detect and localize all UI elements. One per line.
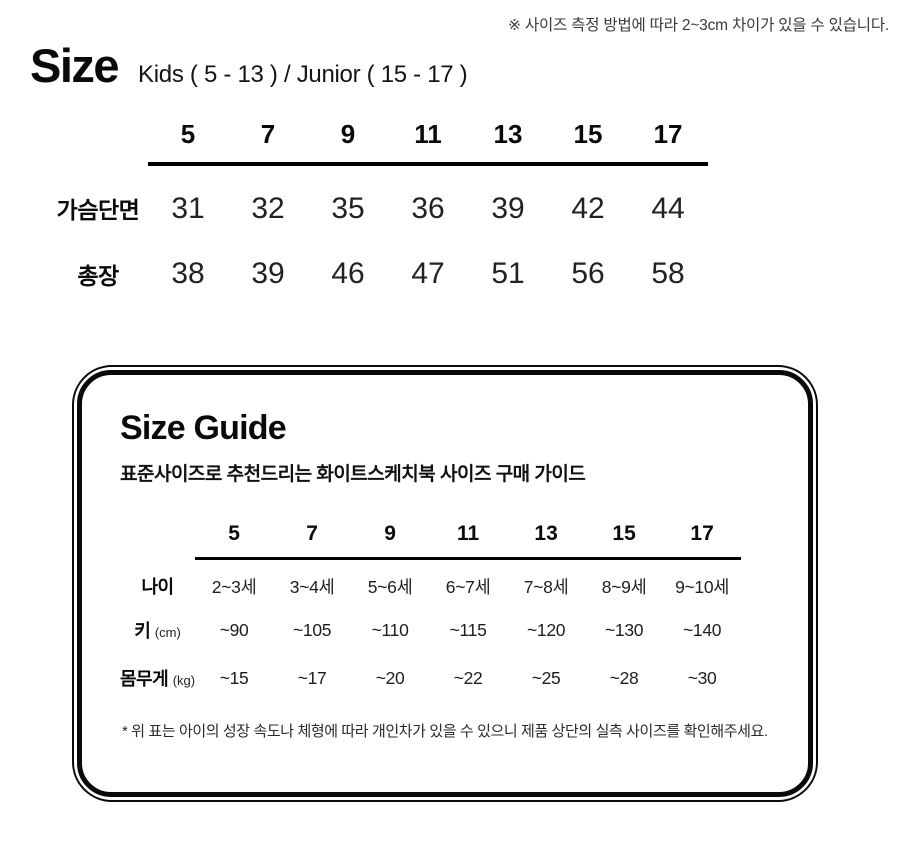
size-table-header-row: 5 7 9 11 13 15 17: [48, 100, 708, 166]
guide-corner-cell: [120, 508, 195, 558]
cell-value: 39: [251, 257, 285, 290]
cell-value: ~15: [219, 667, 249, 688]
measurement-disclaimer: ※ 사이즈 측정 방법에 따라 2~3cm 차이가 있을 수 있습니다.: [507, 17, 889, 34]
size-col-header: 13: [468, 100, 548, 166]
size-table-corner-cell: [48, 100, 148, 164]
size-table: 5 7 9 11 13 15 17 가슴단면 31 32 35 36 39 42…: [48, 100, 708, 306]
row-label-length: 총장: [77, 263, 119, 289]
cell-value: 39: [491, 192, 525, 225]
row-label-text: 나이: [141, 577, 174, 597]
guide-col-header: 17: [663, 508, 742, 560]
cell-value: 42: [571, 192, 605, 225]
cell-value: 5~6세: [367, 577, 413, 598]
cell-value: 44: [651, 192, 685, 225]
guide-row-weight: 몸무게 (kg) ~15 ~17 ~20 ~22 ~25 ~28 ~30: [120, 654, 741, 702]
cell-value: ~120: [526, 619, 566, 640]
row-label-weight: 몸무게 (kg): [120, 654, 195, 702]
cell-value: 36: [411, 192, 445, 225]
cell-value: 56: [571, 257, 605, 290]
cell-value: 47: [411, 257, 445, 290]
cell-value: 58: [651, 257, 685, 290]
cell-value: ~110: [371, 619, 409, 640]
cell-value: ~140: [682, 619, 722, 640]
size-guide-title: Size Guide: [120, 409, 287, 447]
cell-value: 35: [331, 192, 365, 225]
cell-value: ~30: [687, 667, 717, 688]
row-label-unit: (cm): [154, 625, 181, 640]
table-row-chest: 가슴단면 31 32 35 36 39 42 44: [48, 164, 708, 242]
guide-col-header: 5: [195, 508, 274, 560]
page-title: Size: [30, 39, 120, 92]
cell-value: ~25: [531, 667, 561, 688]
cell-value: ~105: [292, 619, 332, 640]
size-guide-box-inner: Size Guide 표준사이즈로 추천드리는 화이트스케치북 사이즈 구매 가…: [77, 370, 813, 797]
size-guide-subtitle: 표준사이즈로 추천드리는 화이트스케치북 사이즈 구매 가이드: [120, 464, 586, 485]
cell-value: 8~9세: [601, 577, 647, 598]
size-col-header: 5: [148, 100, 228, 166]
cell-value: 9~10세: [675, 577, 730, 598]
size-col-header: 9: [308, 100, 388, 166]
guide-col-header: 13: [507, 508, 586, 560]
size-guide-table: 5 7 9 11 13 15 17 나이 2~3세 3~4세 5~6세 6~7세…: [120, 508, 742, 702]
row-label-age: 나이: [120, 558, 195, 606]
row-label-unit: (kg): [172, 673, 196, 688]
cell-value: ~130: [604, 619, 644, 640]
cell-value: 32: [251, 192, 285, 225]
guide-col-header: 11: [429, 508, 508, 560]
size-col-header: 17: [628, 100, 708, 166]
size-header: Size Kids ( 5 - 13 ) / Junior ( 15 - 17 …: [30, 38, 468, 93]
cell-value: 46: [331, 257, 365, 290]
cell-value: 31: [171, 192, 205, 225]
cell-value: ~17: [297, 667, 327, 688]
guide-row-age: 나이 2~3세 3~4세 5~6세 6~7세 7~8세 8~9세 9~10세: [120, 558, 741, 606]
size-guide-footnote: * 위 표는 아이의 성장 속도나 체형에 따라 개인차가 있을 수 있으니 제…: [122, 723, 768, 740]
cell-value: ~28: [609, 667, 639, 688]
cell-value: 51: [491, 257, 525, 290]
size-col-header: 11: [388, 100, 468, 166]
size-range-subtitle: Kids ( 5 - 13 ) / Junior ( 15 - 17 ): [138, 61, 468, 88]
guide-col-header: 7: [273, 508, 352, 560]
size-col-header: 7: [228, 100, 308, 166]
guide-row-height: 키 (cm) ~90 ~105 ~110 ~115 ~120 ~130 ~140: [120, 606, 741, 654]
cell-value: 38: [171, 257, 205, 290]
row-label-text: 몸무게: [120, 669, 169, 689]
cell-value: ~22: [453, 667, 483, 688]
cell-value: ~90: [219, 619, 249, 640]
size-guide-box: Size Guide 표준사이즈로 추천드리는 화이트스케치북 사이즈 구매 가…: [72, 365, 818, 802]
row-label-chest: 가슴단면: [56, 197, 140, 223]
cell-value: ~20: [375, 667, 405, 688]
cell-value: 7~8세: [523, 577, 569, 598]
size-col-header: 15: [548, 100, 628, 166]
cell-value: 6~7세: [445, 577, 491, 598]
row-label-text: 키: [134, 621, 151, 641]
guide-header-row: 5 7 9 11 13 15 17: [120, 508, 742, 560]
table-row-length: 총장 38 39 46 47 51 56 58: [48, 242, 708, 306]
cell-value: 2~3세: [211, 577, 257, 598]
guide-col-header: 15: [585, 508, 664, 560]
cell-value: 3~4세: [289, 577, 335, 598]
row-label-height: 키 (cm): [120, 606, 195, 654]
cell-value: ~115: [449, 619, 487, 640]
guide-col-header: 9: [351, 508, 430, 560]
